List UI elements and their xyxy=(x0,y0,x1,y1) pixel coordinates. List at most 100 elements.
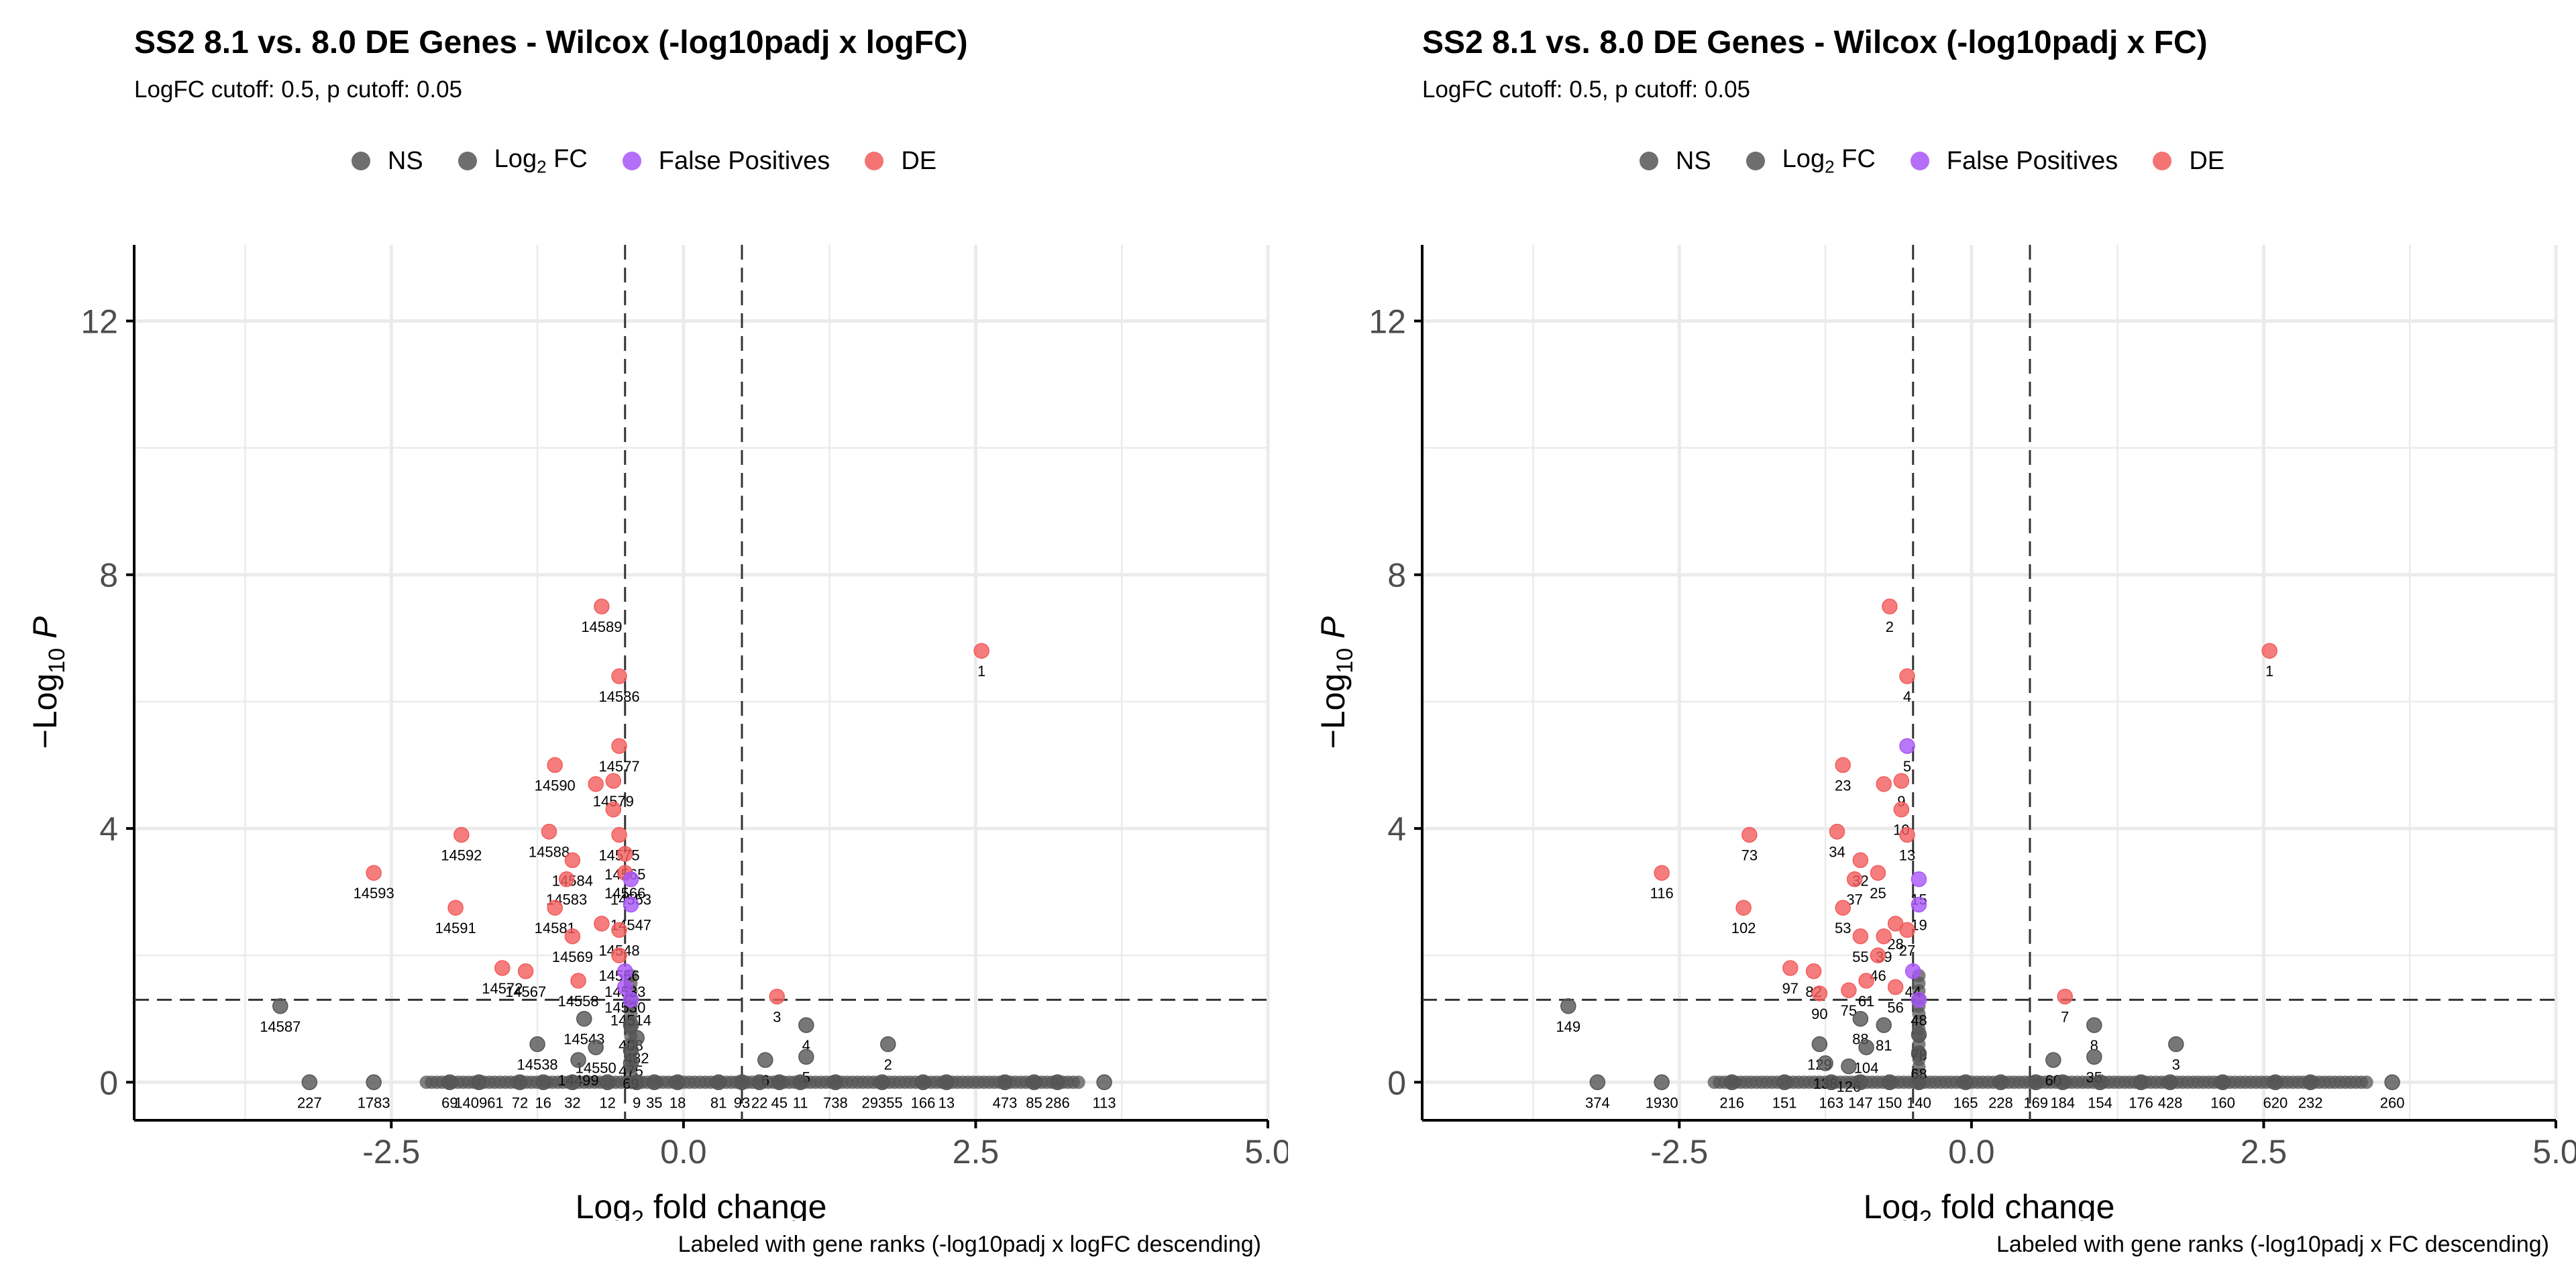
data-point xyxy=(1823,1074,1839,1091)
data-point xyxy=(1741,826,1758,843)
y-tick-label: 8 xyxy=(99,557,118,594)
volcano-panel-left: SS2 8.1 vs. 8.0 DE Genes - Wilcox (-log1… xyxy=(26,25,1288,1257)
legend-item-ns: NS xyxy=(351,146,423,176)
data-point xyxy=(2168,1036,2184,1053)
data-point xyxy=(1026,1074,1042,1091)
data-point xyxy=(1911,896,1927,913)
point-label: 14589 xyxy=(581,619,622,635)
x-tick-label: 5.0 xyxy=(1244,1133,1288,1171)
legend-fp-marker-icon xyxy=(622,152,641,171)
data-point xyxy=(1846,871,1863,888)
data-point xyxy=(611,668,627,684)
data-point xyxy=(605,773,622,789)
data-point xyxy=(611,826,627,843)
data-point xyxy=(874,1074,890,1091)
point-label: 61 xyxy=(1858,993,1874,1010)
data-point xyxy=(792,1074,808,1091)
data-point xyxy=(1852,1074,1869,1091)
data-point xyxy=(973,643,989,659)
x-tick-label: 2.5 xyxy=(953,1133,1000,1171)
data-point xyxy=(564,928,581,945)
point-label: 14538 xyxy=(517,1057,557,1073)
point-label: 163 xyxy=(1819,1094,1843,1111)
point-label: 7 xyxy=(2061,1009,2069,1026)
point-label: 81 xyxy=(1876,1037,1892,1054)
data-point xyxy=(2045,1052,2061,1068)
volcano-panel-right: SS2 8.1 vs. 8.0 DE Genes - Wilcox (-log1… xyxy=(1288,0,2576,1288)
legend-ns-label: NS xyxy=(1675,146,1711,175)
data-point xyxy=(529,1036,545,1053)
legend-fp-label: False Positives xyxy=(658,146,830,175)
point-label: 56 xyxy=(1887,999,1903,1016)
point-label: 69 xyxy=(441,1094,458,1111)
data-point xyxy=(594,598,610,614)
data-point xyxy=(2267,1074,2284,1091)
point-label: 55 xyxy=(1852,949,1868,965)
data-point xyxy=(564,1074,581,1091)
data-point xyxy=(1049,1074,1066,1091)
data-point xyxy=(1782,960,1799,976)
point-label: 228 xyxy=(1988,1094,2013,1111)
data-point xyxy=(1811,985,1828,1002)
y-tick-label: 0 xyxy=(99,1064,118,1102)
point-label: 14569 xyxy=(552,949,593,965)
data-point xyxy=(617,963,633,979)
point-label: 4 xyxy=(1903,688,1911,705)
data-point xyxy=(1723,1074,1740,1091)
data-point xyxy=(617,846,633,862)
data-point xyxy=(2055,1074,2071,1091)
y-tick-label: 12 xyxy=(1368,303,1406,340)
legend-ns-label: NS xyxy=(387,146,423,175)
data-point xyxy=(1829,823,1845,840)
data-point xyxy=(570,973,586,989)
point-label: 23 xyxy=(1835,777,1851,794)
point-label: 14572 xyxy=(482,980,523,997)
point-label: 5 xyxy=(1903,758,1911,775)
data-point xyxy=(570,1052,586,1068)
point-label: 102 xyxy=(1731,920,1756,936)
legend-item-log2fc: Log2 FC xyxy=(458,145,588,178)
data-point xyxy=(2092,1074,2108,1091)
data-point xyxy=(629,1030,645,1046)
point-label: 25 xyxy=(1870,885,1886,902)
chart-title: SS2 8.1 vs. 8.0 DE Genes - Wilcox (-log1… xyxy=(134,25,968,60)
data-point xyxy=(441,1074,458,1091)
data-point xyxy=(1835,757,1851,773)
point-label: 1 xyxy=(977,663,985,680)
point-label: 473 xyxy=(993,1094,1018,1111)
data-point xyxy=(547,900,563,916)
point-label: 97 xyxy=(1782,980,1799,997)
point-label: 147 xyxy=(1848,1094,1873,1111)
data-point xyxy=(629,1074,645,1091)
point-label: 45 xyxy=(771,1094,787,1111)
data-point xyxy=(453,826,470,843)
point-label: 227 xyxy=(297,1094,322,1111)
data-point xyxy=(1992,1074,2009,1091)
point-label: 53 xyxy=(1835,920,1851,936)
chart-title: SS2 8.1 vs. 8.0 DE Genes - Wilcox (-log1… xyxy=(1422,25,2208,60)
point-label: 73 xyxy=(1741,847,1758,863)
data-point xyxy=(617,979,633,996)
legend-item-log2fc: Log2 FC xyxy=(1746,145,1876,178)
legend-item-de: DE xyxy=(865,147,936,176)
point-label: 116 xyxy=(1650,885,1674,902)
data-point xyxy=(1852,928,1869,945)
ns-baseline-point xyxy=(1071,1075,1085,1089)
point-label: 16 xyxy=(535,1094,551,1111)
point-label: 620 xyxy=(2263,1094,2288,1111)
data-point xyxy=(471,1074,487,1091)
y-axis-title: −Log10 P xyxy=(1314,616,1358,749)
point-label: 428 xyxy=(2158,1094,2183,1111)
data-point xyxy=(494,960,511,976)
data-point xyxy=(547,757,563,773)
data-point xyxy=(1905,963,1921,979)
point-label: 165 xyxy=(1953,1094,1978,1111)
data-point xyxy=(1835,900,1851,916)
data-point xyxy=(646,1074,663,1091)
data-point xyxy=(1805,963,1822,979)
data-point xyxy=(710,1074,727,1091)
data-point xyxy=(1811,1036,1828,1053)
legend-log2fc-label: Log2 FC xyxy=(494,145,588,177)
data-point xyxy=(558,871,575,888)
